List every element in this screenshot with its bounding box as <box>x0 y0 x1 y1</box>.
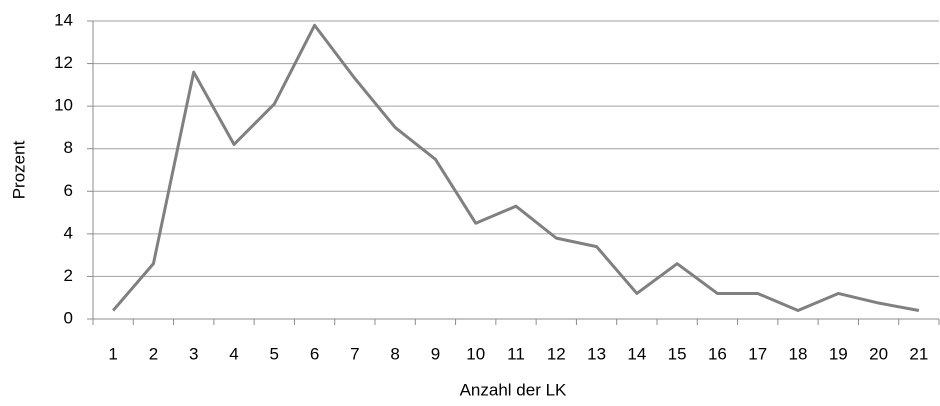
x-tick-label: 11 <box>507 344 525 363</box>
x-tick-label: 2 <box>149 344 158 363</box>
x-tick-label: 17 <box>748 344 767 363</box>
y-tick-label: 8 <box>64 138 73 157</box>
x-tick-label: 6 <box>310 344 319 363</box>
x-tick-label: 10 <box>466 344 485 363</box>
x-tick-label: 1 <box>108 344 117 363</box>
x-tick-label: 7 <box>350 344 359 363</box>
x-axis-title: Anzahl der LK <box>460 380 567 399</box>
y-tick-label: 6 <box>64 181 73 200</box>
x-tick-label: 16 <box>708 344 727 363</box>
x-tick-label: 9 <box>431 344 440 363</box>
x-tick-label: 19 <box>829 344 848 363</box>
y-tick-label: 2 <box>64 266 73 285</box>
x-tick-label: 13 <box>587 344 606 363</box>
x-tick-label: 5 <box>270 344 279 363</box>
x-tick-label: 20 <box>869 344 888 363</box>
y-tick-label: 0 <box>64 308 73 327</box>
y-tick-label: 14 <box>54 10 73 29</box>
x-tick-label: 4 <box>229 344 238 363</box>
y-axis-title: Prozent <box>9 140 28 199</box>
x-tick-label: 8 <box>390 344 399 363</box>
y-tick-label: 10 <box>54 96 73 115</box>
x-tick-label: 18 <box>789 344 808 363</box>
y-tick-label: 12 <box>54 53 73 72</box>
y-tick-label: 4 <box>64 223 73 242</box>
x-tick-label: 14 <box>627 344 646 363</box>
x-tick-label: 3 <box>189 344 198 363</box>
x-tick-label: 12 <box>547 344 566 363</box>
data-line <box>112 23 920 312</box>
x-tick-label: 15 <box>668 344 687 363</box>
x-tick-label: 21 <box>909 344 928 363</box>
